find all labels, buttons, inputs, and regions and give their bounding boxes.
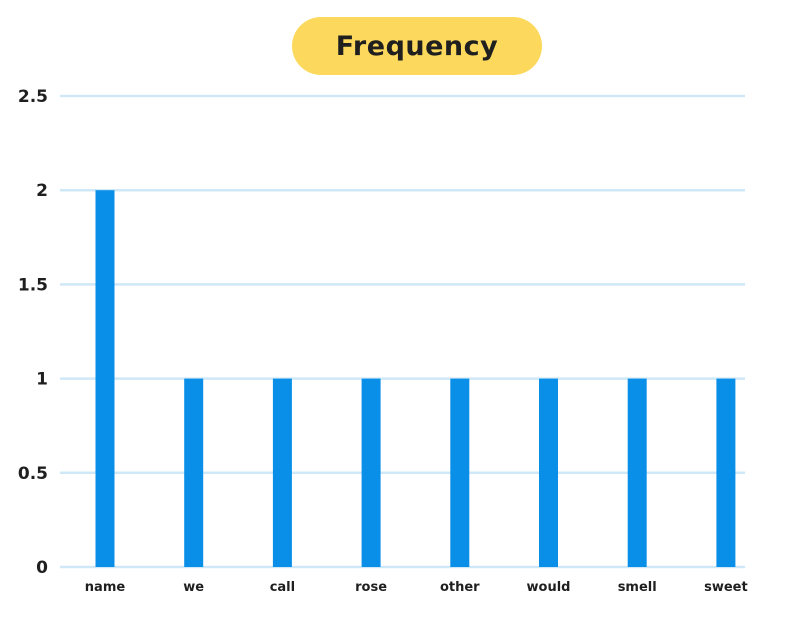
x-tick-label: sweet: [704, 580, 748, 595]
bars: [95, 190, 736, 567]
bar-smell: [627, 378, 647, 567]
y-tick-label: 0: [36, 558, 48, 578]
bar-call: [272, 378, 292, 567]
y-axis-ticks: 0 0.5 1 1.5 2 2.5: [18, 87, 48, 578]
x-tick-label: other: [440, 580, 480, 595]
x-tick-label: we: [183, 580, 204, 595]
y-tick-label: 0.5: [18, 464, 48, 484]
y-tick-label: 1.5: [18, 275, 48, 295]
bar-sweet: [716, 378, 736, 567]
bar-other: [450, 378, 470, 567]
y-tick-label: 2.5: [18, 87, 48, 107]
x-tick-label: would: [527, 580, 571, 595]
chart-title: Frequency: [292, 17, 542, 75]
bar-name: [95, 190, 115, 567]
bar-would: [539, 378, 558, 567]
bar-rose: [361, 378, 381, 567]
bar-we: [184, 378, 204, 567]
x-tick-label: name: [85, 580, 126, 595]
y-tick-label: 2: [36, 181, 48, 201]
x-tick-label: smell: [618, 580, 657, 595]
y-tick-label: 1: [36, 370, 48, 390]
x-tick-label: rose: [355, 580, 387, 595]
x-axis-ticks: name we call rose other would smell sweet: [85, 580, 748, 595]
x-tick-label: call: [270, 580, 295, 595]
